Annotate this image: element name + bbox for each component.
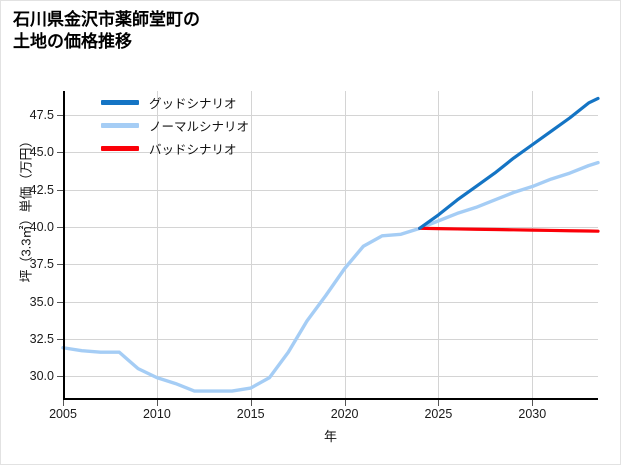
y-gridline [63, 301, 598, 303]
y-tick [57, 376, 63, 378]
y-gridline [63, 338, 598, 340]
y-tick-label: 45.0 [29, 145, 54, 160]
x-tick [344, 400, 346, 406]
y-tick-label: 35.0 [29, 294, 54, 309]
x-tick-label: 2015 [236, 407, 265, 421]
y-tick [57, 338, 63, 340]
legend: グッドシナリオ ノーマルシナリオ バッドシナリオ [101, 91, 301, 160]
series-lines [61, 96, 600, 393]
legend-label-normal: ノーマルシナリオ [149, 120, 250, 134]
x-axis-title: 年 [323, 429, 337, 444]
y-tick-label: 40.0 [29, 219, 54, 234]
x-tick [438, 400, 440, 406]
y-tick [57, 226, 63, 228]
x-gridline [438, 91, 440, 400]
x-gridline [156, 91, 158, 400]
x-tick [156, 400, 158, 406]
x-tick [532, 400, 534, 406]
y-tick-label: 42.5 [29, 182, 54, 197]
legend-item-good[interactable]: グッドシナリオ [101, 91, 301, 114]
y-gridline [63, 189, 598, 191]
x-tick-label: 2025 [424, 407, 453, 421]
x-gridline [532, 91, 534, 400]
legend-label-bad: バッドシナリオ [149, 143, 237, 157]
legend-swatch-bad [101, 146, 139, 151]
x-tick-label: 2030 [518, 407, 547, 421]
x-gridline [250, 91, 252, 400]
y-tick [57, 189, 63, 191]
y-tick-label: 30.0 [29, 369, 54, 384]
y-tick [57, 114, 63, 116]
series-line [418, 226, 600, 233]
y-tick [57, 301, 63, 303]
x-axis-spine [63, 398, 598, 400]
x-tick [250, 400, 252, 406]
legend-label-good: グッドシナリオ [149, 97, 237, 111]
x-gridline [344, 91, 346, 400]
y-gridline [63, 114, 598, 116]
x-tick-label: 2020 [330, 407, 359, 421]
y-axis-spine [63, 91, 65, 400]
legend-swatch-normal [101, 123, 139, 128]
y-gridline [63, 264, 598, 266]
plot-area: 30.0 32.5 35.0 37.5 40.0 42.5 45.0 47.5 2005 2010… [30, 91, 600, 421]
series-line [61, 160, 600, 393]
page-title: 石川県金沢市薬師堂町の 土地の価格推移 [13, 10, 200, 52]
y-gridline [63, 152, 598, 154]
y-tick-label: 47.5 [29, 107, 54, 122]
series-line [418, 96, 600, 230]
y-tick [57, 152, 63, 154]
plot-background [63, 91, 598, 400]
y-gridline [63, 376, 598, 378]
y-tick-label: 37.5 [29, 257, 54, 272]
legend-swatch-good [101, 100, 139, 105]
y-tick [57, 264, 63, 266]
x-tick-label: 2005 [49, 407, 77, 421]
x-tick-label: 2010 [142, 407, 171, 421]
y-gridline [63, 226, 598, 228]
legend-item-normal[interactable]: ノーマルシナリオ [101, 114, 301, 137]
y-tick-label: 32.5 [29, 331, 54, 346]
legend-item-bad[interactable]: バッドシナリオ [101, 137, 301, 160]
x-tick [63, 400, 64, 406]
